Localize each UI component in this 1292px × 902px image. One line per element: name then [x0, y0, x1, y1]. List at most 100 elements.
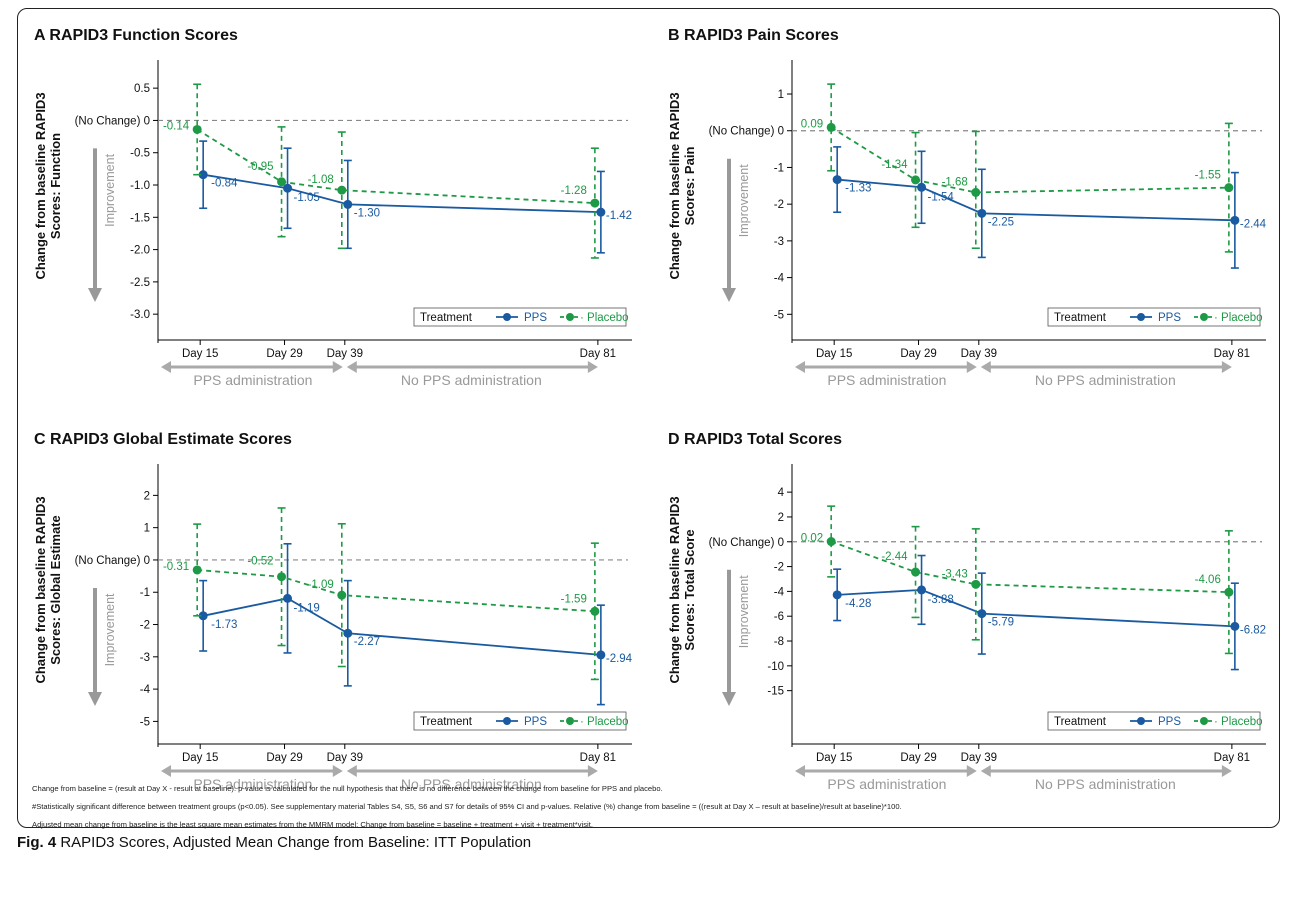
- chart-title-total: D RAPID3 Total Scores: [668, 431, 842, 448]
- y-tick-label-total-7: -10: [767, 661, 784, 673]
- point-plc-global-0: [192, 565, 202, 575]
- phase-arrowhead-1b-total: [966, 765, 977, 777]
- data-label-plc-global-3: -1.59: [561, 593, 587, 605]
- point-plc-pain-3: [1224, 183, 1234, 193]
- phase-arrowhead-2a-global: [346, 765, 357, 777]
- chart-title-global: C RAPID3 Global Estimate Scores: [34, 431, 292, 448]
- point-plc-total-2: [971, 579, 981, 589]
- y-axis-title-function-0: Change from baseline RAPID3: [33, 92, 48, 279]
- series-line-plc-total: [830, 540, 1229, 594]
- legend-box-total: [1047, 711, 1261, 731]
- point-pps-function-3: [596, 207, 606, 217]
- phase-arrowhead-1a-total: [795, 765, 806, 777]
- point-plc-pain-0: [826, 122, 836, 132]
- x-tick-label-pain-2: Day 39: [961, 348, 997, 360]
- phase-arrowhead-1b-function: [332, 361, 343, 373]
- data-label-plc-total-3: -4.06: [1195, 574, 1221, 586]
- y-axis-title-total-1: Scores: Total Score: [682, 529, 697, 650]
- improvement-arrow-head-global: [88, 692, 102, 706]
- data-label-pps-pain-3: -2.44: [1240, 218, 1267, 230]
- legend-label-placebo-global: · Placebo: [580, 716, 629, 728]
- data-label-pps-total-3: -6.82: [1240, 624, 1266, 636]
- data-label-pps-pain-2: -2.25: [988, 216, 1014, 228]
- data-label-pps-function-3: -1.42: [606, 210, 632, 222]
- figure-frame: [17, 8, 1280, 828]
- legend-label-pps-pain: PPS: [1158, 312, 1181, 324]
- legend-marker-placebo-global: [566, 717, 574, 725]
- series-line-pps-function: [203, 173, 601, 214]
- x-tick-label-function-1: Day 29: [266, 348, 302, 360]
- data-label-pps-function-1: -1.05: [294, 192, 320, 204]
- phase-label-1-global: PPS administration: [193, 776, 312, 792]
- series-line-pps-global: [202, 597, 601, 656]
- phase-label-1-total: PPS administration: [827, 776, 946, 792]
- data-label-pps-global-2: -2.27: [354, 636, 380, 648]
- legend-marker-pps-pain: [1137, 313, 1145, 321]
- data-label-plc-pain-1: -1.34: [881, 159, 908, 171]
- point-pps-pain-3: [1230, 215, 1240, 225]
- legend-box-global: [413, 711, 627, 731]
- point-pps-total-0: [832, 590, 842, 600]
- legend-marker-pps-total: [1137, 717, 1145, 725]
- data-label-pps-total-1: -3.88: [928, 594, 954, 606]
- x-tick-label-function-0: Day 15: [182, 348, 218, 360]
- footnote-2: #Statistically significant difference be…: [32, 802, 902, 811]
- data-label-plc-global-2: -1.09: [308, 579, 334, 591]
- phase-arrowhead-2b-global: [587, 765, 598, 777]
- improvement-arrow-head-pain: [722, 288, 736, 302]
- no-change-label-global: (No Change) 0: [75, 555, 150, 567]
- y-tick-label-total-3: -2: [774, 562, 784, 574]
- data-label-pps-pain-1: -1.54: [928, 191, 955, 203]
- data-label-plc-total-2: -3.43: [942, 568, 968, 580]
- no-change-label-pain: (No Change) 0: [709, 126, 784, 138]
- point-plc-global-2: [337, 590, 347, 600]
- y-tick-label-function-7: -3.0: [130, 309, 150, 321]
- point-pps-function-0: [198, 170, 208, 180]
- series-line-plc-function: [196, 128, 595, 204]
- legend-marker-pps-function: [503, 313, 511, 321]
- point-plc-pain-2: [971, 187, 981, 197]
- improvement-arrow-head-total: [722, 692, 736, 706]
- y-tick-label-function-5: -2.0: [130, 245, 150, 257]
- phase-arrowhead-2a-pain: [980, 361, 991, 373]
- data-label-pps-pain-0: -1.33: [845, 183, 871, 195]
- phase-label-1-pain: PPS administration: [827, 372, 946, 388]
- data-label-pps-total-2: -5.79: [988, 617, 1014, 629]
- y-axis-title-function-1: Scores: Function: [48, 133, 63, 239]
- data-label-plc-pain-2: -1.68: [942, 176, 968, 188]
- point-plc-total-3: [1224, 587, 1234, 597]
- series-line-pps-total: [837, 588, 1235, 628]
- data-label-pps-global-1: -1.19: [294, 602, 320, 614]
- y-tick-label-function-0: 0.5: [134, 83, 150, 95]
- x-tick-label-pain-3: Day 81: [1214, 348, 1250, 360]
- point-plc-total-0: [826, 537, 836, 547]
- data-label-plc-total-1: -2.44: [881, 551, 908, 563]
- legend-box-pain: [1047, 307, 1261, 327]
- phase-label-2-global: No PPS administration: [401, 776, 542, 792]
- data-label-plc-function-0: -0.14: [163, 120, 190, 132]
- y-tick-label-pain-6: -5: [774, 309, 784, 321]
- legend-label-pps-total: PPS: [1158, 716, 1181, 728]
- y-axis-title-global-0: Change from baseline RAPID3: [33, 496, 48, 683]
- point-plc-total-1: [911, 567, 921, 577]
- y-tick-label-pain-3: -2: [774, 199, 784, 211]
- phase-label-1-function: PPS administration: [193, 372, 312, 388]
- figure-caption: Fig. 4 RAPID3 Scores, Adjusted Mean Chan…: [17, 834, 531, 851]
- legend-box-function: [413, 307, 627, 327]
- footnote-1: Change from baseline = (result at Day X …: [32, 784, 663, 793]
- x-tick-label-function-3: Day 81: [580, 348, 616, 360]
- y-tick-label-total-4: -4: [774, 586, 785, 598]
- y-tick-label-function-4: -1.5: [130, 212, 150, 224]
- point-pps-function-1: [283, 183, 293, 193]
- point-pps-global-0: [198, 611, 208, 621]
- x-tick-label-global-0: Day 15: [182, 752, 218, 764]
- footnote-3: Adjusted mean change from baseline is th…: [32, 820, 593, 829]
- series-line-pps-pain: [837, 178, 1235, 222]
- phase-label-2-function: No PPS administration: [401, 372, 542, 388]
- point-plc-function-2: [337, 185, 347, 195]
- y-axis-title-pain-1: Scores: Pain: [682, 147, 697, 226]
- data-label-plc-function-1: -0.95: [247, 161, 273, 173]
- point-pps-global-3: [596, 650, 606, 660]
